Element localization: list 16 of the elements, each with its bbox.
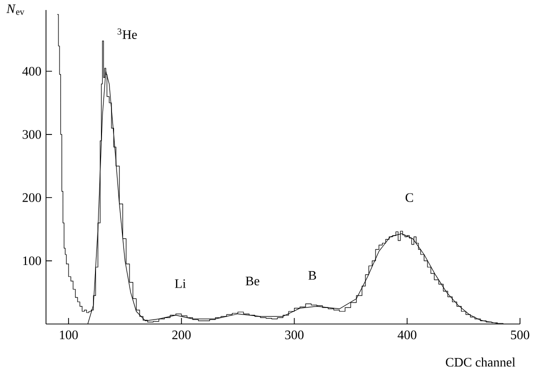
y-axis-title: N$_{ev}$ [6, 4, 24, 15]
annotation: Li [174, 279, 186, 288]
y-tick-label: 100 [23, 256, 41, 266]
x-tick-label: 400 [398, 330, 416, 340]
annotation: B [308, 271, 316, 280]
y-tick-label: 300 [22, 130, 41, 139]
x-axis-title: CDC channel [446, 358, 516, 367]
annotation: $^{3}$He [118, 28, 137, 39]
y-tick-label: 400 [22, 66, 41, 76]
x-tick-label: 300 [285, 330, 304, 340]
x-tick-label: 100 [60, 330, 78, 340]
x-tick-label: 500 [511, 330, 530, 340]
annotation: C [406, 193, 414, 202]
x-tick-label: 200 [172, 330, 191, 340]
y-tick-label: 200 [22, 193, 41, 202]
annotation: Be [246, 276, 260, 286]
